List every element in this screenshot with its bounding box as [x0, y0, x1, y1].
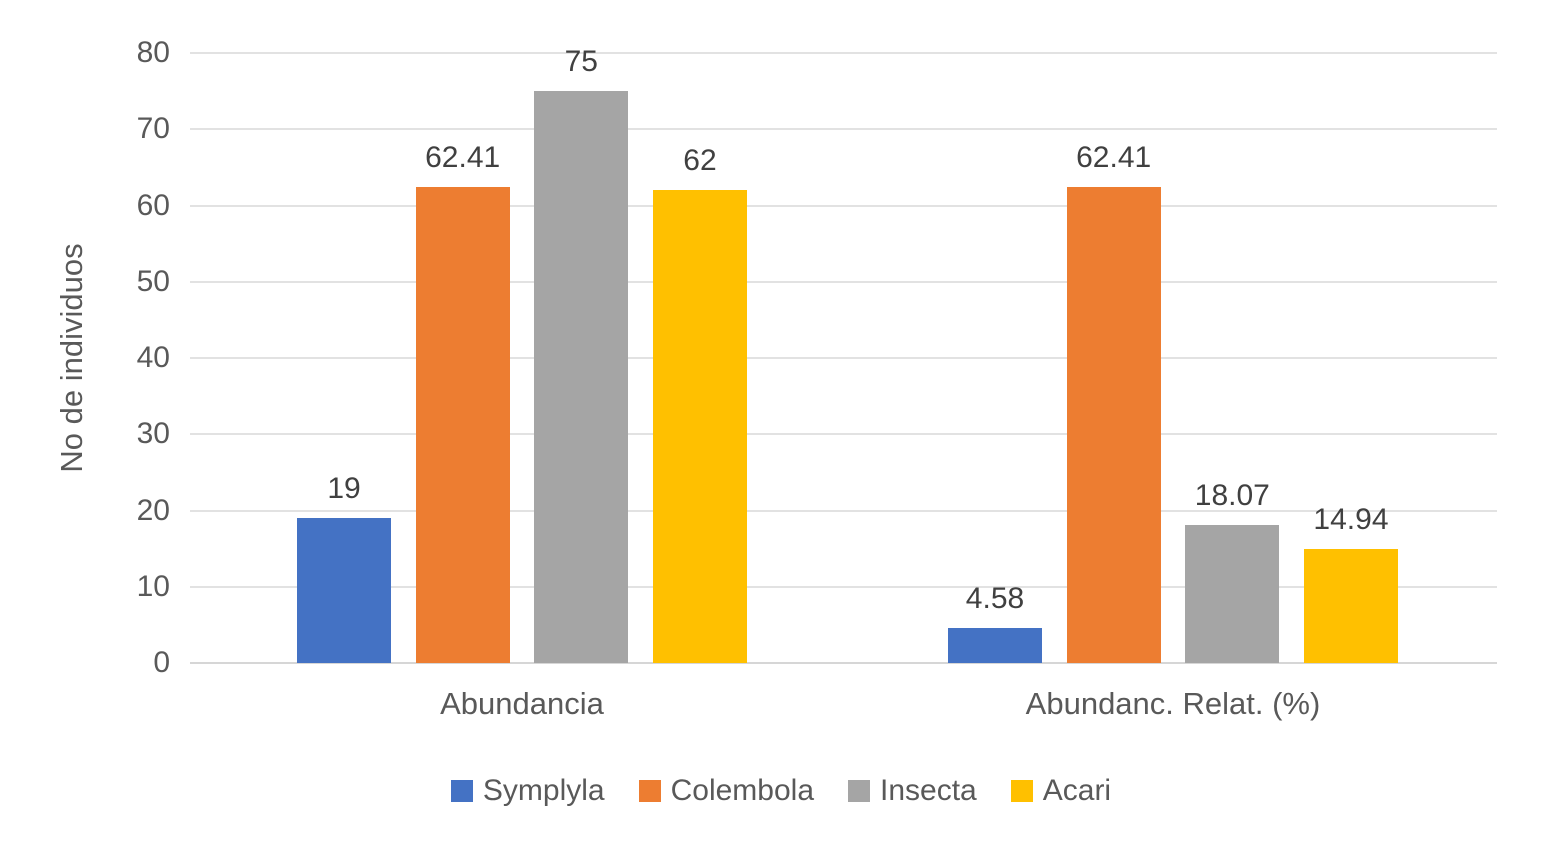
y-tick-label: 80 — [136, 36, 170, 69]
bar-slot: 18.07 — [1185, 479, 1280, 663]
gridline — [190, 433, 1497, 436]
bar-slot: 62.41 — [415, 141, 510, 663]
bar-insecta-2 — [1185, 525, 1280, 663]
y-tick-label: 30 — [136, 417, 170, 451]
y-tick-label: 70 — [136, 112, 170, 146]
gridline — [190, 585, 1497, 588]
gridline — [190, 204, 1497, 207]
legend-item-symplyla: Symplyla — [450, 774, 605, 808]
y-tick-label: 40 — [136, 341, 170, 374]
bar-value-label: 62.41 — [425, 141, 501, 175]
bar-value-label: 62.41 — [1076, 141, 1152, 175]
y-axis: 0 10 20 30 40 50 60 70 80 — [0, 0, 170, 851]
bar-acari-1 — [652, 190, 747, 663]
gridline — [190, 128, 1497, 131]
gridline — [190, 509, 1497, 512]
legend-swatch-icon — [848, 780, 871, 802]
y-tick-label: 50 — [136, 264, 170, 298]
legend-label: Colembola — [670, 774, 815, 807]
bar-slot: 14.94 — [1303, 503, 1398, 663]
legend-swatch-icon — [638, 780, 661, 802]
bar-acari-2 — [1303, 549, 1398, 663]
legend-item-colembola: Colembola — [638, 774, 815, 808]
x-axis-line — [190, 662, 1497, 664]
gridline — [190, 52, 1497, 54]
legend-swatch-icon — [450, 780, 473, 802]
y-tick-label: 60 — [136, 188, 170, 222]
bar-value-label: 62 — [683, 144, 717, 178]
bar-insecta-1 — [534, 91, 629, 663]
bar-value-label: 4.58 — [965, 582, 1025, 616]
bar-slot: 62 — [652, 144, 747, 663]
legend-item-acari: Acari — [1010, 774, 1112, 808]
bar-value-label: 18.07 — [1194, 479, 1270, 513]
y-tick-label: 0 — [153, 646, 170, 679]
plot-area: 19 62.41 75 62 4.58 62.41 18.07 14.94 — [190, 45, 1497, 664]
gridline — [190, 280, 1497, 283]
bar-symplyla-1 — [297, 518, 391, 663]
legend: Symplyla Colembola Insecta Acari — [0, 774, 1562, 808]
y-tick-label: 10 — [136, 569, 170, 603]
bar-slot: 19 — [297, 472, 391, 663]
category-label: Abundanc. Relat. (%) — [1025, 686, 1321, 721]
bar-slot: 62.41 — [1066, 141, 1161, 663]
legend-swatch-icon — [1010, 780, 1033, 802]
bar-colembola-2 — [1066, 187, 1161, 663]
bar-slot: 75 — [534, 45, 629, 663]
bar-value-label: 19 — [327, 472, 361, 506]
legend-label: Acari — [1042, 774, 1112, 807]
bar-colembola-1 — [415, 187, 510, 663]
bar-slot: 4.58 — [948, 582, 1042, 663]
legend-label: Insecta — [880, 774, 977, 807]
legend-label: Symplyla — [482, 774, 605, 807]
bar-value-label: 75 — [564, 45, 598, 79]
legend-item-insecta: Insecta — [848, 774, 977, 808]
y-tick-label: 20 — [136, 493, 170, 527]
bar-group: 4.58 62.41 18.07 14.94 — [948, 141, 1398, 663]
bar-value-label: 14.94 — [1313, 503, 1389, 537]
gridline — [190, 357, 1497, 359]
category-label: Abundancia — [440, 686, 604, 721]
bar-group: 19 62.41 75 62 — [297, 45, 747, 663]
bar-symplyla-2 — [948, 628, 1042, 663]
